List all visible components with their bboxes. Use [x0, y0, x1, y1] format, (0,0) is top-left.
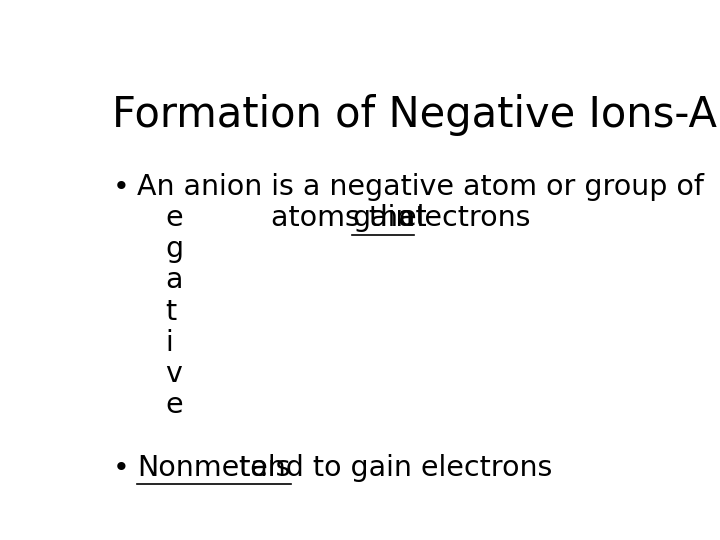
Text: e: e [166, 391, 183, 419]
Text: i: i [166, 329, 173, 357]
Text: Formation of Negative Ions-Anions: Formation of Negative Ions-Anions [112, 94, 720, 136]
Text: An anion is a negative atom or group of: An anion is a negative atom or group of [138, 173, 704, 201]
Text: t: t [166, 298, 176, 326]
Text: •: • [112, 454, 129, 482]
Text: •: • [112, 173, 129, 201]
Text: e: e [166, 204, 183, 232]
Text: tend to gain electrons: tend to gain electrons [230, 454, 552, 482]
Text: g: g [166, 235, 184, 264]
Text: gain: gain [352, 204, 413, 232]
Text: atoms that: atoms that [271, 204, 436, 232]
Text: Nonmetals: Nonmetals [138, 454, 291, 482]
Text: v: v [166, 360, 182, 388]
Text: electrons: electrons [390, 204, 531, 232]
Text: a: a [166, 266, 183, 294]
